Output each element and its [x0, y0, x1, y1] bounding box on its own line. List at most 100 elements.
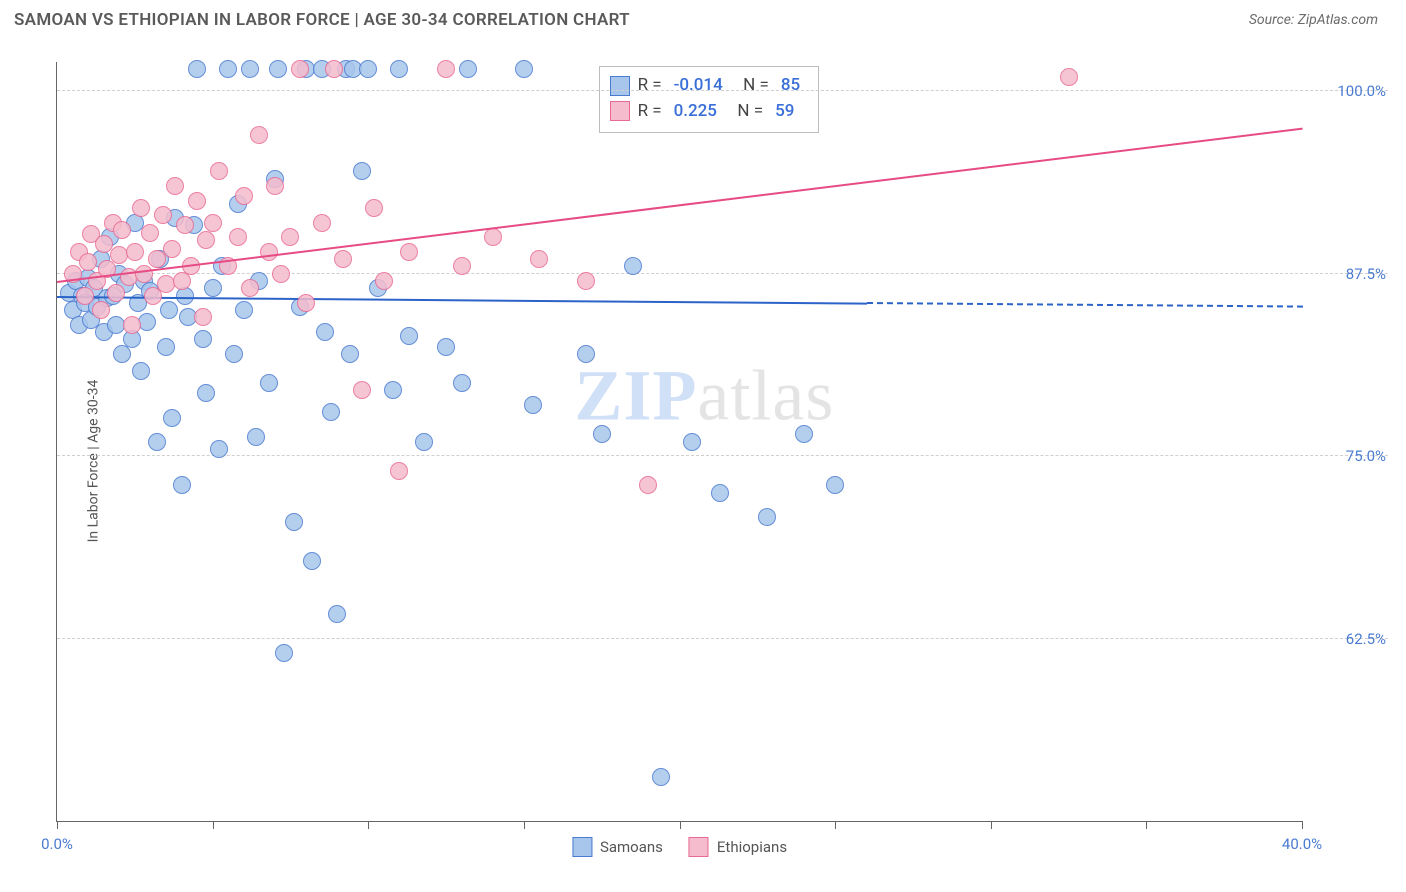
data-point: [275, 644, 293, 662]
data-point: [166, 177, 184, 195]
data-point: [148, 250, 166, 268]
data-point: [453, 374, 471, 392]
chart-source: Source: ZipAtlas.com: [1249, 12, 1378, 28]
data-point: [92, 301, 110, 319]
data-point: [163, 240, 181, 258]
chart-area: In Labor Force | Age 30-34 ZIPatlas R = …: [14, 44, 1392, 878]
data-point: [229, 228, 247, 246]
x-tick: [1146, 821, 1147, 829]
data-point: [683, 433, 701, 451]
data-point: [260, 243, 278, 261]
data-point: [132, 199, 150, 217]
data-point: [132, 362, 150, 380]
gridline: [57, 455, 1388, 456]
y-tick-label: 87.5%: [1346, 265, 1386, 283]
series-legend: Samoans Ethiopians: [572, 837, 787, 857]
data-point: [303, 552, 321, 570]
data-point: [313, 214, 331, 232]
plot-region: ZIPatlas R = -0.014 N = 85R = 0.225 N = …: [56, 62, 1302, 822]
data-point: [353, 381, 371, 399]
x-tick: [57, 821, 58, 829]
data-point: [484, 228, 502, 246]
gridline: [57, 638, 1388, 639]
data-point: [400, 327, 418, 345]
data-point: [173, 476, 191, 494]
legend-label: Ethiopians: [717, 838, 787, 856]
data-point: [437, 338, 455, 356]
data-point: [334, 250, 352, 268]
data-point: [241, 279, 259, 297]
data-point: [758, 508, 776, 526]
x-tick: [680, 821, 681, 829]
y-tick-label: 75.0%: [1346, 447, 1386, 465]
correlation-row: R = 0.225 N = 59: [610, 99, 805, 125]
gridline: [57, 90, 1388, 91]
data-point: [188, 60, 206, 78]
data-point: [316, 323, 334, 341]
data-point: [148, 433, 166, 451]
x-tick: [368, 821, 369, 829]
data-point: [154, 206, 172, 224]
x-tick-label: 0.0%: [41, 835, 73, 853]
data-point: [795, 425, 813, 443]
data-point: [400, 243, 418, 261]
data-point: [353, 162, 371, 180]
data-point: [247, 428, 265, 446]
x-tick: [213, 821, 214, 829]
data-point: [269, 60, 287, 78]
x-tick: [1302, 821, 1303, 829]
data-point: [341, 345, 359, 363]
data-point: [359, 60, 377, 78]
data-point: [235, 301, 253, 319]
legend-label: Samoans: [600, 838, 663, 856]
legend-swatch: [572, 837, 592, 857]
data-point: [297, 294, 315, 312]
watermark: ZIPatlas: [574, 354, 834, 437]
correlation-row: R = -0.014 N = 85: [610, 73, 805, 99]
legend-swatch: [610, 76, 630, 96]
legend-item: Samoans: [572, 837, 663, 857]
correlation-legend: R = -0.014 N = 85R = 0.225 N = 59: [599, 66, 820, 133]
data-point: [365, 199, 383, 217]
data-point: [160, 301, 178, 319]
data-point: [390, 60, 408, 78]
data-point: [241, 60, 259, 78]
x-tick-label: 40.0%: [1282, 835, 1322, 853]
data-point: [285, 513, 303, 531]
data-point: [524, 396, 542, 414]
x-tick: [524, 821, 525, 829]
data-point: [76, 287, 94, 305]
data-point: [375, 272, 393, 290]
data-point: [194, 330, 212, 348]
y-tick-label: 100.0%: [1337, 82, 1386, 100]
data-point: [826, 476, 844, 494]
data-point: [219, 60, 237, 78]
data-point: [515, 60, 533, 78]
data-point: [126, 243, 144, 261]
data-point: [1060, 68, 1078, 86]
x-tick: [991, 821, 992, 829]
data-point: [325, 60, 343, 78]
data-point: [260, 374, 278, 392]
data-point: [250, 126, 268, 144]
chart-header: SAMOAN VS ETHIOPIAN IN LABOR FORCE | AGE…: [0, 0, 1406, 36]
data-point: [210, 440, 228, 458]
data-point: [577, 345, 595, 363]
data-point: [123, 316, 141, 334]
data-point: [138, 313, 156, 331]
data-point: [281, 228, 299, 246]
data-point: [639, 476, 657, 494]
data-point: [593, 425, 611, 443]
data-point: [272, 265, 290, 283]
data-point: [79, 253, 97, 271]
data-point: [225, 345, 243, 363]
data-point: [459, 60, 477, 78]
data-point: [530, 250, 548, 268]
data-point: [157, 338, 175, 356]
data-point: [107, 284, 125, 302]
data-point: [113, 221, 131, 239]
x-tick: [835, 821, 836, 829]
legend-swatch: [610, 101, 630, 121]
data-point: [291, 60, 309, 78]
data-point: [176, 216, 194, 234]
